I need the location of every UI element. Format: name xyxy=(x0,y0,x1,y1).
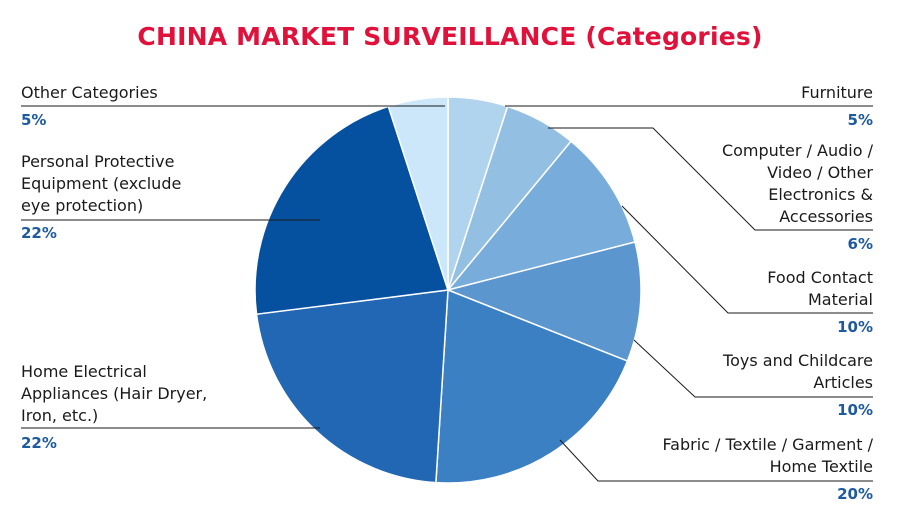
pie-slice-toys-and-childcare-articles xyxy=(445,241,642,363)
label-name: Toys and Childcare Articles xyxy=(723,351,873,392)
label-name: Home Electrical Appliances (Hair Dryer, … xyxy=(21,362,208,425)
label-name: Fabric / Textile / Garment / Home Textil… xyxy=(662,435,873,476)
label-name: Food Contact Material xyxy=(767,268,873,309)
leader-lines xyxy=(21,105,873,482)
label-percent: 5% xyxy=(847,111,873,129)
label-other-categories: Other Categories 5% xyxy=(21,82,291,129)
label-computer-electronics: Computer / Audio / Video / Other Electro… xyxy=(603,140,873,253)
label-toys-childcare: Toys and Childcare Articles 10% xyxy=(603,350,873,419)
label-percent: 6% xyxy=(847,235,873,253)
label-food-contact-material: Food Contact Material 10% xyxy=(603,267,873,336)
pie-slice-fabric-textile-garment-home-textile xyxy=(435,288,629,484)
leader-food-contact-material xyxy=(621,205,873,314)
label-fabric-textile: Fabric / Textile / Garment / Home Textil… xyxy=(603,434,873,503)
label-name: Computer / Audio / Video / Other Electro… xyxy=(721,141,873,226)
pie-slice-food-contact-material xyxy=(445,140,636,292)
label-name: Personal Protective Equipment (exclude e… xyxy=(21,152,182,215)
label-home-electrical-appliances: Home Electrical Appliances (Hair Dryer, … xyxy=(21,361,291,452)
label-name: Other Categories xyxy=(21,83,158,102)
leader-fabric-textile xyxy=(559,439,873,482)
chart-title: CHINA MARKET SURVEILLANCE (Categories) xyxy=(137,22,763,51)
pie-slice-home-electrical-appliances-hair-dryer-iron-etc xyxy=(255,289,449,484)
label-percent: 10% xyxy=(837,401,873,419)
pie-slice-personal-protective-equipment-exclude-eye-protection xyxy=(254,105,449,316)
pie-slices xyxy=(254,96,642,484)
leader-computer-electronics xyxy=(548,127,873,231)
label-percent: 22% xyxy=(21,224,57,242)
label-name: Furniture xyxy=(801,83,873,102)
label-percent: 5% xyxy=(21,111,47,129)
label-percent: 10% xyxy=(837,318,873,336)
leader-toys-childcare xyxy=(633,339,873,398)
label-furniture: Furniture 5% xyxy=(603,82,873,129)
label-percent: 20% xyxy=(837,485,873,503)
label-personal-protective-equipment: Personal Protective Equipment (exclude e… xyxy=(21,151,291,242)
label-percent: 22% xyxy=(21,434,57,452)
